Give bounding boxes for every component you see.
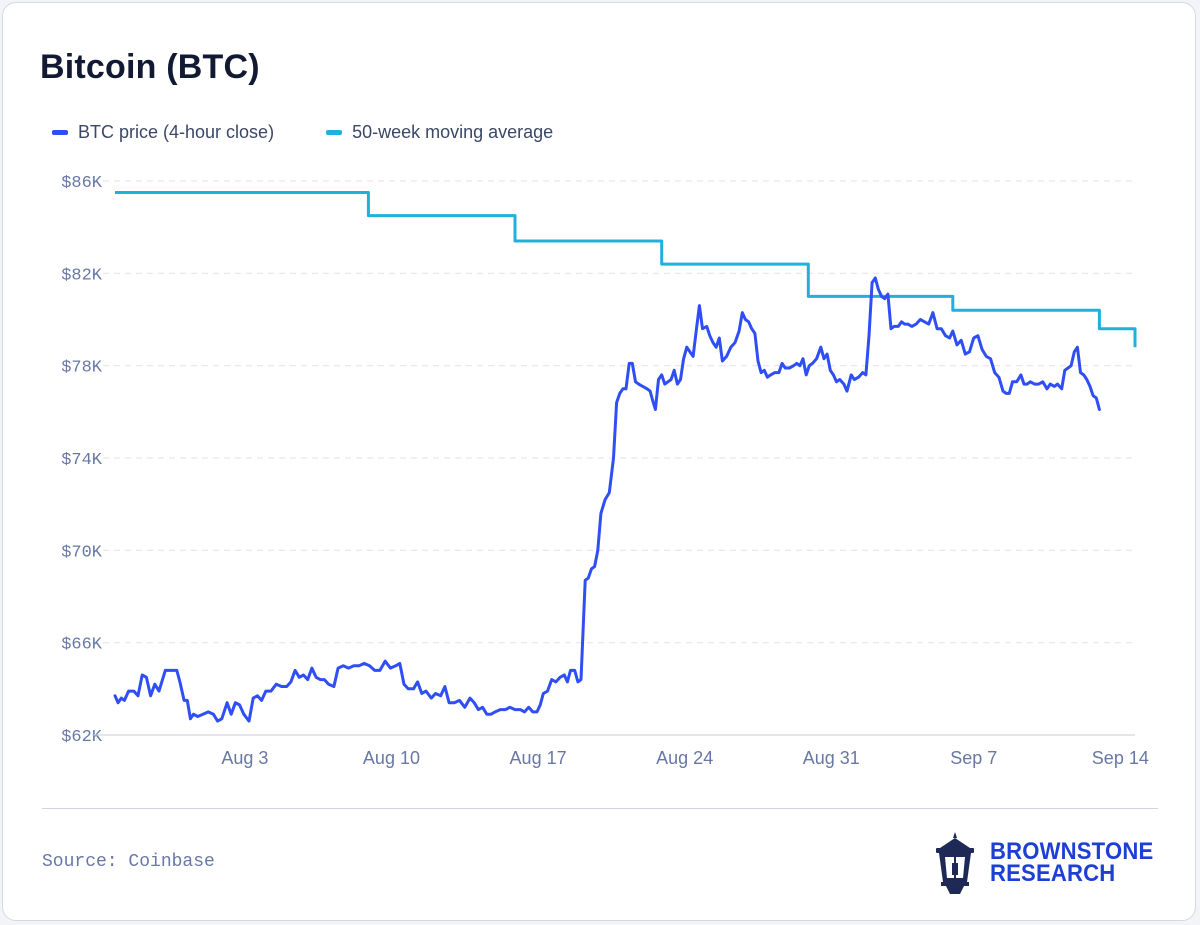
y-tick-label: $66K — [61, 636, 103, 655]
y-tick-label: $82K — [61, 266, 103, 285]
y-tick-label: $86K — [61, 174, 103, 193]
x-tick-label: Sep 7 — [950, 748, 997, 768]
brand-wordmark: BROWNSTONE RESEARCH — [990, 838, 1168, 887]
legend-swatch-ma — [326, 130, 343, 135]
source-note: Source: Coinbase — [42, 852, 215, 872]
series-line-moving-average — [115, 191, 1137, 348]
x-tick-label: Sep 14 — [1092, 748, 1149, 768]
lantern-icon — [936, 832, 974, 894]
footer-divider — [42, 808, 1158, 809]
x-tick-label: Aug 3 — [221, 748, 268, 768]
chart-title: Bitcoin (BTC) — [40, 48, 260, 86]
brand-logo: BROWNSTONE RESEARCH — [930, 830, 1168, 896]
legend-swatch-price — [52, 130, 68, 135]
y-tick-label: $78K — [61, 359, 103, 378]
legend-label-ma: 50-week moving average — [352, 122, 554, 142]
x-tick-label: Aug 24 — [656, 748, 713, 768]
series-line-btc-price — [113, 276, 1101, 723]
brand-line-2: RESEARCH — [990, 860, 1116, 887]
brand-line-1: BROWNSTONE — [990, 838, 1154, 865]
y-tick-label: $62K — [61, 728, 103, 747]
x-tick-label: Aug 10 — [363, 748, 420, 768]
y-tick-label: $74K — [61, 451, 103, 470]
x-tick-label: Aug 17 — [510, 748, 567, 768]
x-tick-label: Aug 31 — [803, 748, 860, 768]
legend-item-ma: 50-week moving average — [326, 122, 553, 143]
chart-legend: BTC price (4-hour close) 50-week moving … — [52, 122, 553, 143]
y-tick-label: $70K — [61, 543, 103, 562]
legend-label-price: BTC price (4-hour close) — [78, 122, 275, 142]
legend-item-price: BTC price (4-hour close) — [52, 122, 274, 143]
